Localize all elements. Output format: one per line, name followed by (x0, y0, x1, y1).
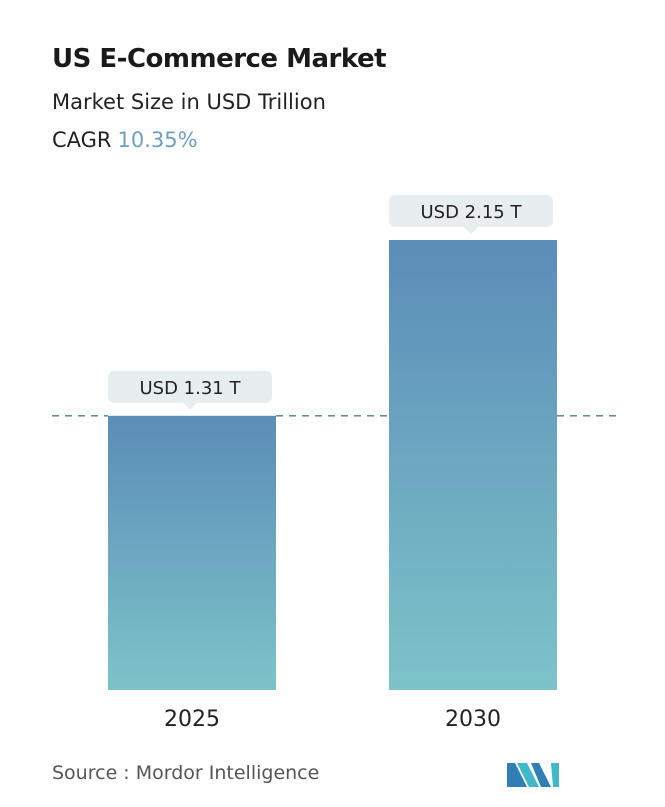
data-label-2025: USD 1.31 T (140, 378, 242, 399)
bar-2030 (389, 240, 557, 690)
cagr-value: 10.35% (117, 128, 198, 152)
data-label-2030: USD 2.15 T (421, 202, 523, 223)
bar-2025 (108, 415, 276, 690)
data-label-pointer-2030 (464, 227, 478, 234)
chart-subtitle: Market Size in USD Trillion (52, 90, 326, 114)
cagr-label: CAGR (52, 128, 112, 152)
x-tick-label-2025: 2025 (164, 707, 220, 732)
cagr: CAGR 10.35% (52, 128, 198, 152)
mordor-logo-icon (507, 763, 559, 787)
x-tick-label-2030: 2030 (445, 707, 501, 732)
data-label-pointer-2025 (183, 402, 197, 410)
source-text: Source : Mordor Intelligence (52, 762, 320, 784)
data-label-box-2025 (108, 370, 272, 403)
data-label-box-2030 (389, 195, 553, 227)
chart-title: US E-Commerce Market (52, 44, 387, 74)
